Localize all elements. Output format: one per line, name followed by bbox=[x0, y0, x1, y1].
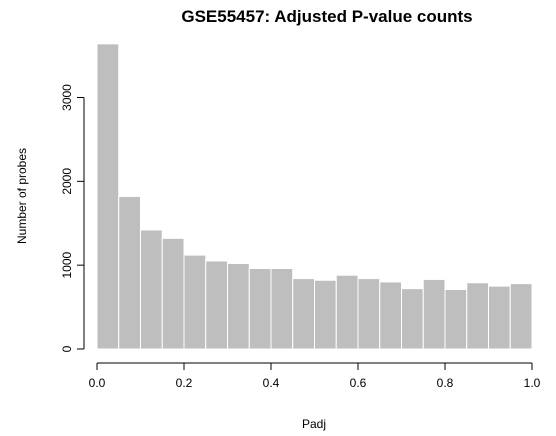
histogram-bar bbox=[314, 279, 337, 350]
histogram-bar bbox=[227, 262, 250, 350]
histogram-bar bbox=[205, 260, 228, 350]
bars-group bbox=[96, 43, 533, 350]
y-tick-label: 2000 bbox=[60, 168, 74, 195]
histogram-bar bbox=[488, 285, 511, 350]
y-tick-label: 0 bbox=[60, 345, 74, 352]
chart-title: GSE55457: Adjusted P-value counts bbox=[181, 7, 472, 26]
y-axis-label: Number of probes bbox=[15, 148, 29, 244]
histogram-bar bbox=[444, 288, 468, 350]
histogram-bar bbox=[357, 278, 381, 350]
histogram-bar bbox=[335, 274, 359, 350]
x-tick-label: 0.8 bbox=[437, 376, 454, 390]
x-axis: 0.0 0.2 0.4 0.6 0.8 1.0 bbox=[89, 362, 541, 390]
x-tick-label: 1.0 bbox=[524, 376, 541, 390]
y-tick-label: 1000 bbox=[60, 251, 74, 278]
histogram-bar bbox=[270, 268, 294, 350]
histogram-bar bbox=[183, 254, 207, 350]
histogram-bar bbox=[248, 268, 272, 350]
histogram-bar bbox=[292, 278, 315, 350]
y-tick-label: 3000 bbox=[60, 84, 74, 111]
histogram-bar bbox=[379, 281, 402, 350]
histogram-bar bbox=[422, 278, 446, 350]
histogram-bar bbox=[466, 282, 489, 350]
x-tick-label: 0.4 bbox=[263, 376, 280, 390]
y-axis: 0 1000 2000 3000 bbox=[60, 84, 85, 352]
histogram-bar bbox=[161, 237, 185, 350]
histogram-bar bbox=[118, 195, 141, 350]
x-axis-label: Padj bbox=[302, 417, 326, 431]
histogram-bar bbox=[140, 229, 163, 350]
x-tick-label: 0.2 bbox=[176, 376, 193, 390]
histogram-bar bbox=[401, 288, 424, 350]
histogram-bar bbox=[509, 283, 533, 350]
x-tick-label: 0.6 bbox=[350, 376, 367, 390]
x-tick-label: 0.0 bbox=[89, 376, 106, 390]
histogram-bar bbox=[96, 43, 120, 350]
